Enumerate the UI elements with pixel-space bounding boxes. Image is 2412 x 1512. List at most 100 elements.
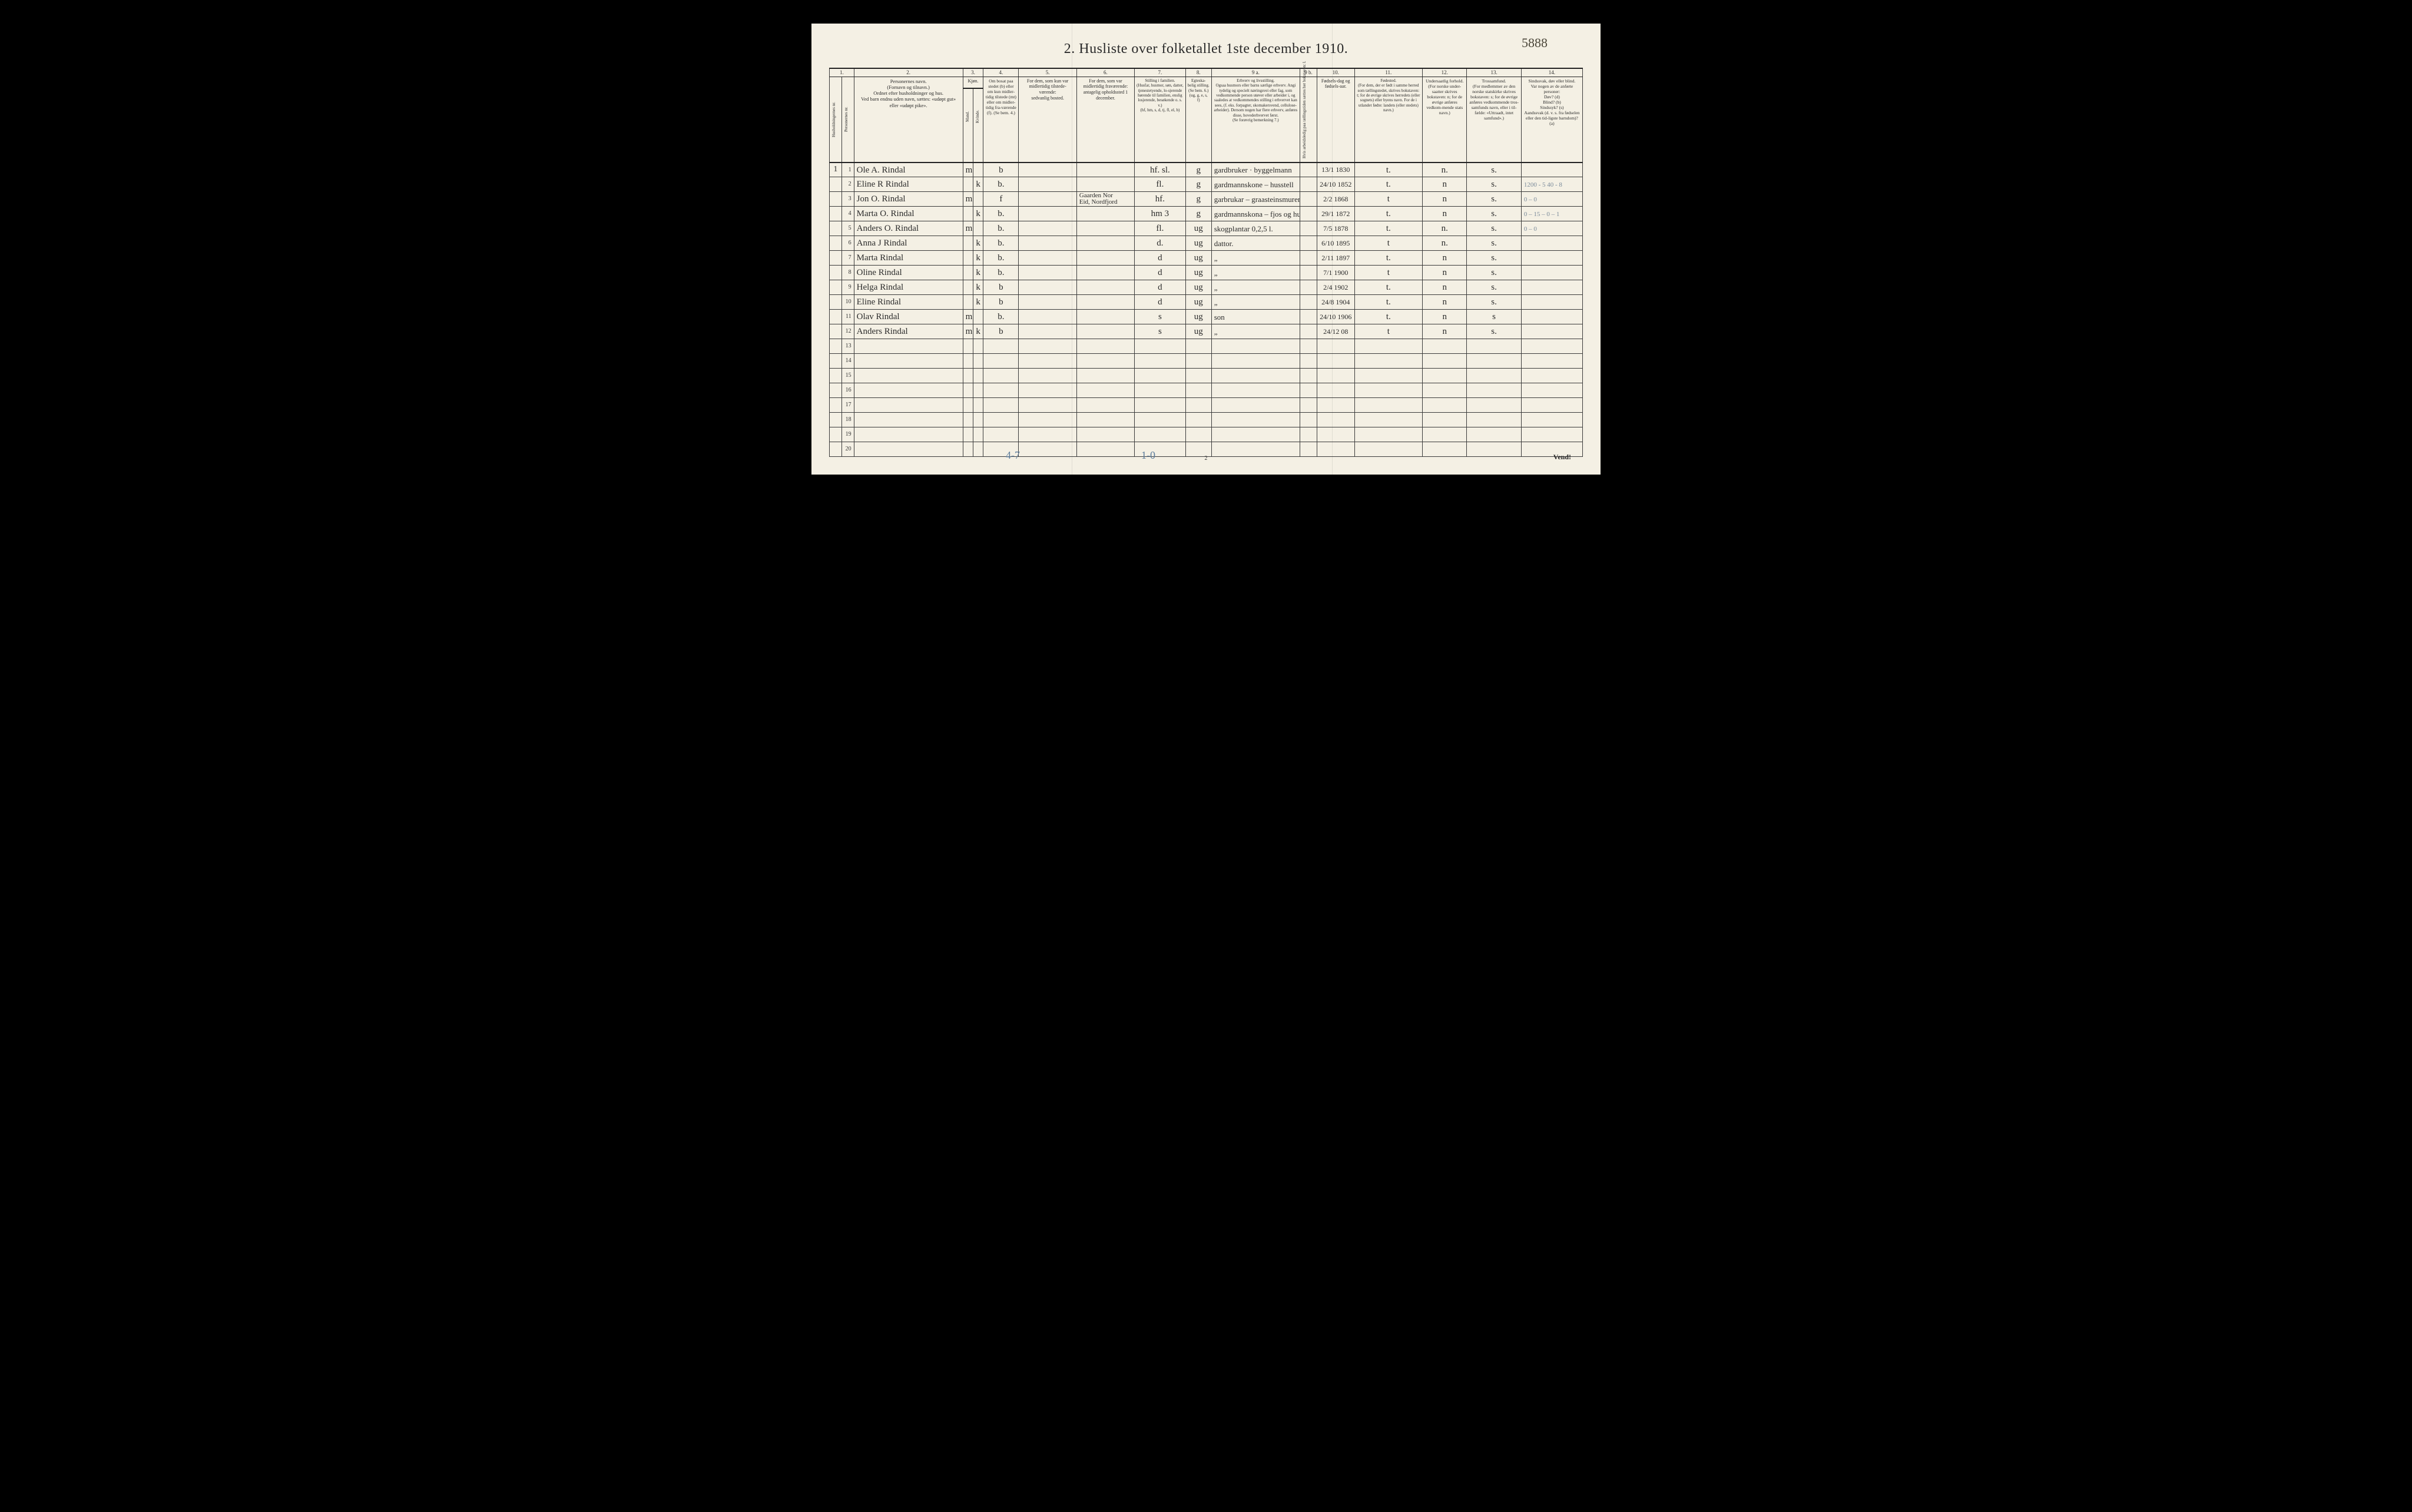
marital-status: ug bbox=[1185, 266, 1211, 280]
sex-m bbox=[963, 266, 973, 280]
birthplace: t. bbox=[1354, 251, 1423, 266]
faith: s bbox=[1467, 310, 1522, 324]
sex-m bbox=[963, 295, 973, 310]
unemployed bbox=[1300, 192, 1317, 207]
person-name: Olav Rindal bbox=[854, 310, 963, 324]
person-number: 18 bbox=[841, 413, 854, 427]
table-row: 7Marta Rindalkb.dug„2/11 1897t.ns. bbox=[830, 251, 1583, 266]
table-row: 4Marta O. Rindalkb.hm 3ggardmannskona – … bbox=[830, 207, 1583, 221]
sex-m bbox=[963, 177, 973, 192]
sex-k bbox=[973, 163, 983, 177]
marital-status: g bbox=[1185, 163, 1211, 177]
birthdate: 6/10 1895 bbox=[1317, 236, 1354, 251]
birthdate: 24/10 1906 bbox=[1317, 310, 1354, 324]
person-name: Marta Rindal bbox=[854, 251, 963, 266]
nationality: n bbox=[1423, 266, 1467, 280]
usual-residence bbox=[1019, 295, 1076, 310]
household-number bbox=[830, 236, 842, 251]
birthplace: t. bbox=[1354, 310, 1423, 324]
marital-status: ug bbox=[1185, 236, 1211, 251]
unemployed bbox=[1300, 295, 1317, 310]
person-number: 11 bbox=[841, 310, 854, 324]
occupation: gardmannskona – fjos og husstel bbox=[1211, 207, 1300, 221]
household-number bbox=[830, 207, 842, 221]
birthplace: t. bbox=[1354, 207, 1423, 221]
birthdate: 29/1 1872 bbox=[1317, 207, 1354, 221]
table-row-empty: 16 bbox=[830, 383, 1583, 398]
temp-location bbox=[1076, 266, 1134, 280]
residence-status: f bbox=[983, 192, 1019, 207]
census-page: 5888 2. Husliste over folketallet 1ste d… bbox=[811, 24, 1601, 475]
usual-residence bbox=[1019, 280, 1076, 295]
family-position: fl. bbox=[1135, 177, 1186, 192]
person-name: Helga Rindal bbox=[854, 280, 963, 295]
birthplace: t. bbox=[1354, 221, 1423, 236]
faith: s. bbox=[1467, 324, 1522, 339]
person-name: Eline Rindal bbox=[854, 295, 963, 310]
temp-location bbox=[1076, 177, 1134, 192]
residence-status: b. bbox=[983, 207, 1019, 221]
family-position: d bbox=[1135, 266, 1186, 280]
occupation: skogplantar 0,2,5 l. bbox=[1211, 221, 1300, 236]
page-number: 2 bbox=[1205, 455, 1208, 462]
person-number: 14 bbox=[841, 354, 854, 369]
page-title: 2. Husliste over folketallet 1ste decemb… bbox=[829, 41, 1583, 57]
family-position: d bbox=[1135, 280, 1186, 295]
birthplace: t bbox=[1354, 266, 1423, 280]
temp-location bbox=[1076, 280, 1134, 295]
sex-m bbox=[963, 251, 973, 266]
table-row: 11Ole A. Rindalmbhf. sl.ggardbruker · by… bbox=[830, 163, 1583, 177]
family-position: fl. bbox=[1135, 221, 1186, 236]
person-name: Marta O. Rindal bbox=[854, 207, 963, 221]
family-position: d bbox=[1135, 295, 1186, 310]
person-number: 20 bbox=[841, 442, 854, 457]
household-number bbox=[830, 310, 842, 324]
marital-status: ug bbox=[1185, 324, 1211, 339]
household-number bbox=[830, 251, 842, 266]
marital-status: ug bbox=[1185, 221, 1211, 236]
person-name: Anna J Rindal bbox=[854, 236, 963, 251]
person-number: 9 bbox=[841, 280, 854, 295]
person-number: 16 bbox=[841, 383, 854, 398]
person-number: 13 bbox=[841, 339, 854, 354]
unemployed bbox=[1300, 221, 1317, 236]
disability-note bbox=[1521, 163, 1582, 177]
usual-residence bbox=[1019, 207, 1076, 221]
temp-location bbox=[1076, 295, 1134, 310]
sex-k: k bbox=[973, 324, 983, 339]
sex-k: k bbox=[973, 295, 983, 310]
marital-status: ug bbox=[1185, 280, 1211, 295]
family-position: hf. bbox=[1135, 192, 1186, 207]
unemployed bbox=[1300, 177, 1317, 192]
occupation: „ bbox=[1211, 251, 1300, 266]
birthplace: t. bbox=[1354, 163, 1423, 177]
person-name: Jon O. Rindal bbox=[854, 192, 963, 207]
table-row-empty: 17 bbox=[830, 398, 1583, 413]
disability-note: 1200 - 5 40 - 8 bbox=[1521, 177, 1582, 192]
person-name: Eline R Rindal bbox=[854, 177, 963, 192]
usual-residence bbox=[1019, 324, 1076, 339]
residence-status: b. bbox=[983, 236, 1019, 251]
family-position: d bbox=[1135, 251, 1186, 266]
table-row: 9Helga Rindalkbdug„2/4 1902t.ns. bbox=[830, 280, 1583, 295]
temp-location bbox=[1076, 310, 1134, 324]
table-row: 12Anders Rindalmkbsug„24/12 08tns. bbox=[830, 324, 1583, 339]
birthplace: t. bbox=[1354, 295, 1423, 310]
column-number-row: 1. 2. 3. 4. 5. 6. 7. 8. 9 a. 9 b. 10. 11… bbox=[830, 68, 1583, 77]
usual-residence bbox=[1019, 221, 1076, 236]
faith: s. bbox=[1467, 251, 1522, 266]
marital-status: g bbox=[1185, 192, 1211, 207]
sex-m bbox=[963, 280, 973, 295]
occupation: „ bbox=[1211, 266, 1300, 280]
marital-status: ug bbox=[1185, 310, 1211, 324]
occupation: „ bbox=[1211, 324, 1300, 339]
unemployed bbox=[1300, 236, 1317, 251]
person-number: 4 bbox=[841, 207, 854, 221]
faith: s. bbox=[1467, 295, 1522, 310]
household-number bbox=[830, 192, 842, 207]
family-position: s bbox=[1135, 324, 1186, 339]
residence-status: b bbox=[983, 295, 1019, 310]
unemployed bbox=[1300, 324, 1317, 339]
unemployed bbox=[1300, 280, 1317, 295]
occupation: gardbruker · byggelmann bbox=[1211, 163, 1300, 177]
